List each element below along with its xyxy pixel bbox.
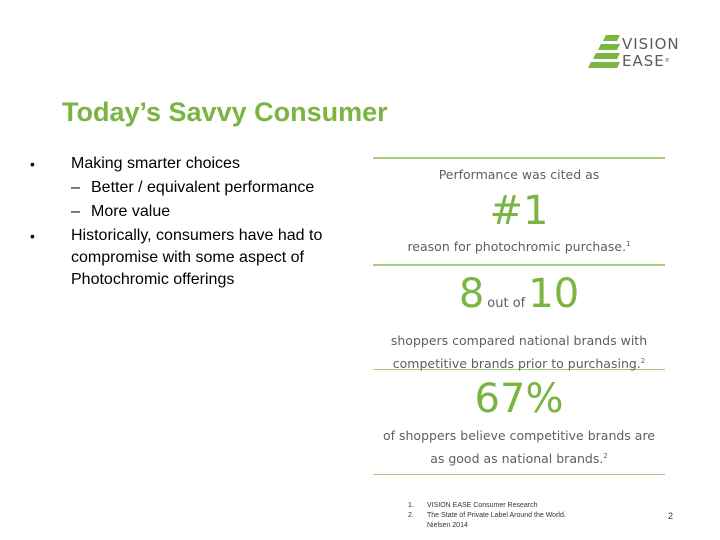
footnote-text: Nielsen 2014	[427, 522, 468, 529]
footnote-ref: 2	[603, 452, 608, 460]
bullet-item: • Historically, consumers have had to co…	[28, 225, 368, 291]
footnotes: 1. VISION EASE Consumer Research 2. The …	[408, 501, 628, 531]
slide-title: Today’s Savvy Consumer	[62, 97, 388, 127]
stat-ratio: 8 out of10	[373, 272, 665, 326]
stat-big-number: #1	[489, 188, 549, 234]
footnote-text: VISION EASE Consumer Research	[427, 502, 538, 509]
footnote-text: The State of Private Label Around the Wo…	[427, 512, 566, 519]
stats-panel: Performance was cited as #1 reason for p…	[373, 157, 665, 475]
bullet-text: Making smarter choices	[71, 155, 240, 172]
stat-percent: 67%	[474, 376, 564, 422]
stat-number: 10	[528, 271, 580, 317]
footnote: 1. VISION EASE Consumer Research	[408, 501, 628, 511]
sub-bullet-item: – Better / equivalent performance	[28, 176, 368, 200]
bullet-list: • Making smarter choices – Better / equi…	[28, 152, 368, 291]
stat-performance: Performance was cited as #1 reason for p…	[373, 159, 665, 264]
bullet-text-line: compromise with some aspect of	[71, 249, 304, 266]
sub-bullet-text: Better / equivalent performance	[91, 179, 315, 196]
stat-lead-text: Performance was cited as	[438, 167, 600, 182]
sub-bullet-dash: –	[71, 203, 80, 220]
footnote-number: 1.	[408, 502, 414, 509]
sub-bullet-dash: –	[71, 179, 80, 196]
stat-number: 8	[458, 271, 485, 317]
footnote: 2. The State of Private Label Around the…	[408, 511, 628, 531]
stat-desc: shoppers compared national brands with c…	[390, 333, 648, 372]
bullet-dot: •	[30, 156, 35, 172]
logo-trademark: ®	[664, 58, 670, 64]
logo-mark-icon	[588, 35, 620, 68]
bullet-item: • Making smarter choices	[28, 152, 368, 176]
divider	[373, 157, 665, 159]
stat-desc: reason for photochromic purchase.1	[407, 239, 631, 255]
page-number: 2	[668, 511, 674, 521]
bullet-text-line: Photochromic offerings	[71, 271, 235, 288]
footnote-ref: 1	[626, 240, 631, 248]
stat-shoppers-compared: 8 out of10 shoppers compared national bra…	[373, 272, 665, 371]
divider	[373, 369, 665, 370]
divider	[373, 264, 665, 266]
logo-word-ease: EASE®	[622, 52, 670, 70]
stat-desc: of shoppers believe competitive brands a…	[382, 428, 656, 467]
divider	[373, 474, 665, 475]
footnote-ref: 2	[640, 357, 646, 365]
stat-out-of: out of	[487, 296, 526, 311]
sub-bullet-item: – More value	[28, 200, 368, 224]
logo-word-vision: VISION	[622, 35, 680, 53]
vision-ease-logo: VISION EASE®	[588, 33, 688, 73]
sub-bullet-text: More value	[91, 203, 171, 220]
footnote-number: 2.	[408, 512, 414, 519]
bullet-dot: •	[30, 228, 35, 244]
bullet-text-line: Historically, consumers have had to	[71, 227, 323, 244]
stat-shoppers-believe: 67% of shoppers believe competitive bran…	[373, 376, 665, 474]
